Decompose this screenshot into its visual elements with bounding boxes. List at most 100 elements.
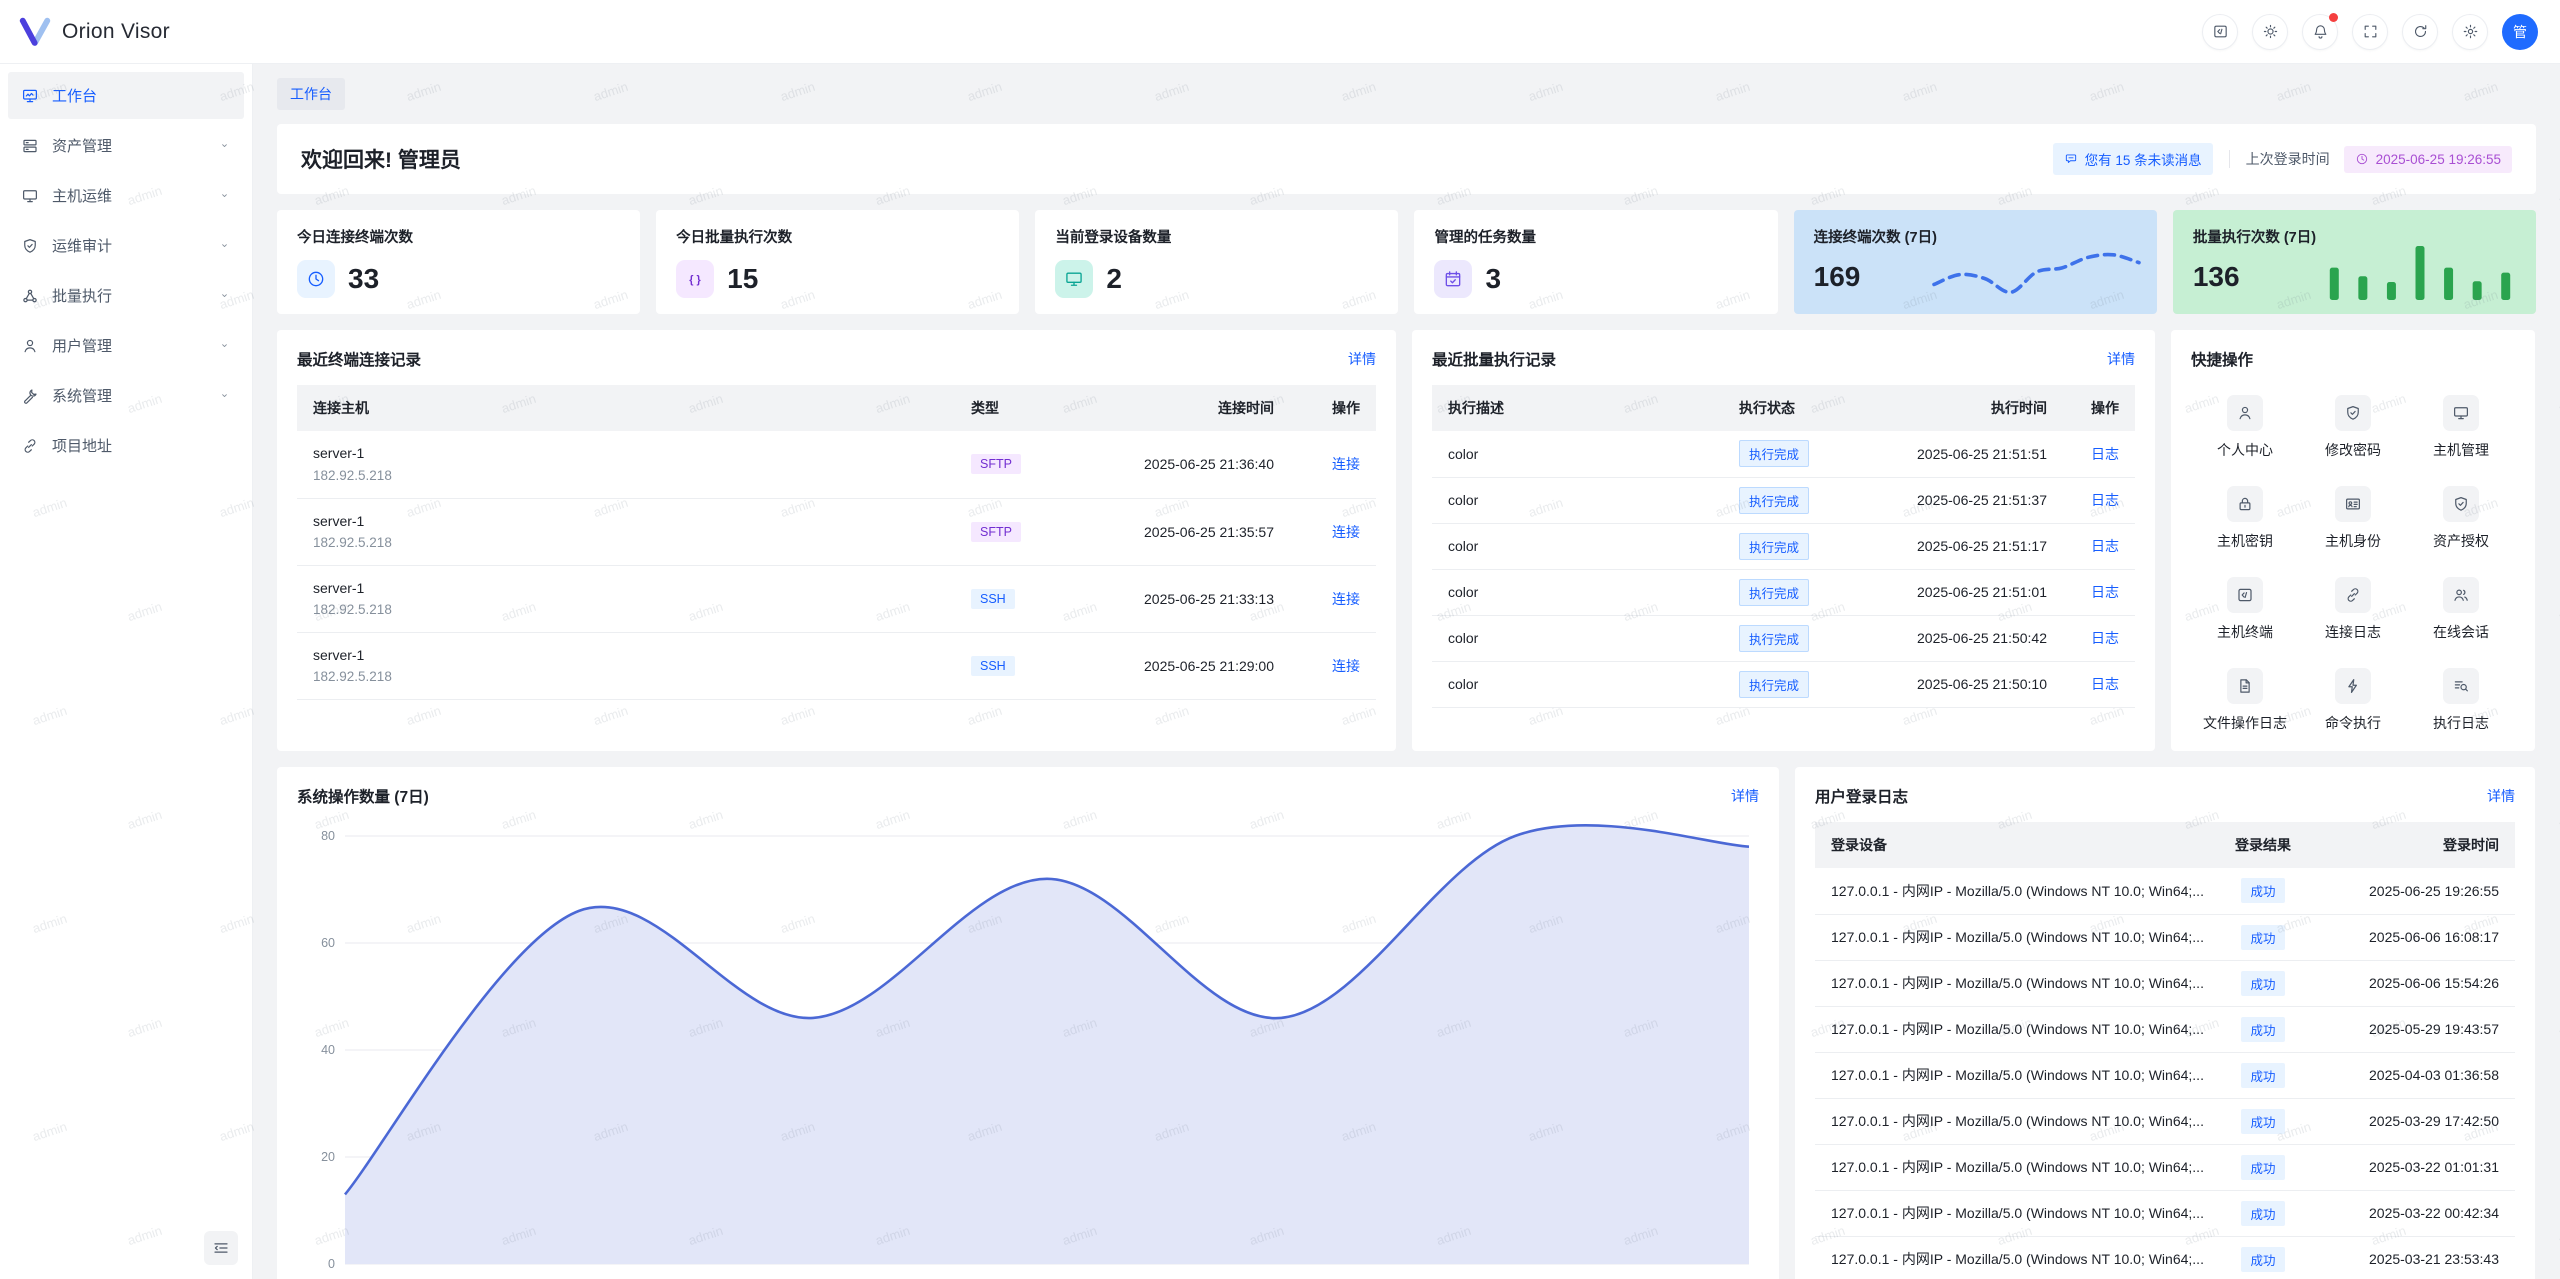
- user-icon: [2227, 395, 2263, 431]
- quick-action-8[interactable]: 连接日志: [2299, 577, 2407, 642]
- chevron-down-icon: [218, 389, 231, 402]
- chevron-down-icon: [218, 339, 231, 352]
- quick-action-7[interactable]: 主机终端: [2191, 577, 2299, 642]
- connect-link[interactable]: 连接: [1332, 524, 1360, 540]
- protocol-tag: SFTP: [971, 454, 1021, 474]
- log-link[interactable]: 日志: [2091, 630, 2119, 646]
- link-icon: [21, 437, 39, 455]
- connect-time: 2025-06-25 21:33:13: [1055, 565, 1290, 632]
- navbar-actions: 管: [2202, 14, 2538, 50]
- file-text-icon: [2227, 668, 2263, 704]
- refresh-button[interactable]: [2402, 14, 2438, 50]
- exec-desc: color: [1432, 569, 1723, 615]
- login-result-tag: 成功: [2241, 971, 2284, 996]
- sidebar-item-3[interactable]: 主机运维: [8, 172, 244, 219]
- exec-time: 2025-06-25 21:51:51: [1858, 431, 2063, 477]
- table-row: 127.0.0.1 - 内网IP - Mozilla/5.0 (Windows …: [1815, 1236, 2515, 1279]
- exec-status-tag: 执行完成: [1739, 487, 1809, 514]
- log-link[interactable]: 日志: [2091, 492, 2119, 508]
- sidebar-item-1[interactable]: 工作台: [8, 72, 244, 119]
- notification-dot: [2329, 13, 2338, 22]
- login-time: 2025-06-06 16:08:17: [2319, 914, 2515, 960]
- settings-button[interactable]: [2452, 14, 2488, 50]
- host-name: server-1: [313, 644, 939, 666]
- braces-icon: { }: [676, 260, 714, 298]
- table-row: color 执行完成 2025-06-25 21:51:51 日志: [1432, 431, 2135, 477]
- quick-action-11[interactable]: 命令执行: [2299, 668, 2407, 733]
- sidebar-item-label: 项目地址: [52, 435, 112, 456]
- quick-action-9[interactable]: 在线会话: [2407, 577, 2515, 642]
- sidebar-collapse-button[interactable]: [204, 1231, 238, 1265]
- exec-desc: color: [1432, 431, 1723, 477]
- sidebar-item-6[interactable]: 用户管理: [8, 322, 244, 369]
- log-link[interactable]: 日志: [2091, 446, 2119, 462]
- svg-text:20: 20: [321, 1150, 335, 1164]
- sidebar-item-8[interactable]: 项目地址: [8, 422, 244, 469]
- sidebar-item-7[interactable]: 系统管理: [8, 372, 244, 419]
- connect-link[interactable]: 连接: [1332, 591, 1360, 607]
- quick-action-1[interactable]: 个人中心: [2191, 395, 2299, 460]
- login-result-tag: 成功: [2241, 1063, 2284, 1088]
- log-link[interactable]: 日志: [2091, 538, 2119, 554]
- avatar[interactable]: 管: [2502, 14, 2538, 50]
- log-link[interactable]: 日志: [2091, 676, 2119, 692]
- stat-label: 当前登录设备数量: [1055, 226, 1378, 247]
- user-login-log-card: 用户登录日志 详情 登录设备登录结果登录时间 127.0.0.1 - 内网IP …: [1795, 767, 2535, 1279]
- exec-status-tag: 执行完成: [1739, 440, 1809, 467]
- chevron-down-icon: [218, 239, 231, 252]
- quick-action-3[interactable]: 主机管理: [2407, 395, 2515, 460]
- protocol-tag: SFTP: [971, 522, 1021, 542]
- shield-check-icon: [2443, 486, 2479, 522]
- breadcrumb[interactable]: 工作台: [277, 78, 345, 110]
- exec-detail-link[interactable]: 详情: [2107, 349, 2135, 369]
- column-header: 登录结果: [2207, 822, 2319, 868]
- code-square-icon: [2227, 577, 2263, 613]
- bolt-icon: [2335, 668, 2371, 704]
- server-icon: [21, 137, 39, 155]
- link-icon: [2335, 577, 2371, 613]
- quick-action-5[interactable]: 主机身份: [2299, 486, 2407, 551]
- quick-actions-title: 快捷操作: [2191, 348, 2253, 370]
- quick-action-12[interactable]: 执行日志: [2407, 668, 2515, 733]
- stat-card-2: 今日批量执行次数{ }15: [656, 210, 1019, 314]
- stat-label: 今日连接终端次数: [297, 226, 620, 247]
- last-login-time: 2025-06-25 19:26:55: [2376, 152, 2501, 167]
- quick-action-10[interactable]: 文件操作日志: [2191, 668, 2299, 733]
- wrench-icon: [21, 387, 39, 405]
- notifications-button[interactable]: [2302, 14, 2338, 50]
- sidebar-item-label: 运维审计: [52, 235, 112, 256]
- sidebar-item-label: 资产管理: [52, 135, 112, 156]
- theme-button[interactable]: [2252, 14, 2288, 50]
- quick-action-6[interactable]: 资产授权: [2407, 486, 2515, 551]
- terminal-detail-link[interactable]: 详情: [1348, 349, 1376, 369]
- sidebar-item-2[interactable]: 资产管理: [8, 122, 244, 169]
- stats-row: 今日连接终端次数33今日批量执行次数{ }15当前登录设备数量2管理的任务数量3…: [277, 210, 2536, 314]
- sidebar-item-4[interactable]: 运维审计: [8, 222, 244, 269]
- brand: Orion Visor: [18, 17, 170, 47]
- sidebar-item-5[interactable]: 批量执行: [8, 272, 244, 319]
- last-login-time-badge: 2025-06-25 19:26:55: [2344, 146, 2512, 173]
- quick-action-4[interactable]: 主机密钥: [2191, 486, 2299, 551]
- chevron-down-icon: [218, 289, 231, 302]
- login-device: 127.0.0.1 - 内网IP - Mozilla/5.0 (Windows …: [1815, 960, 2207, 1006]
- connect-link[interactable]: 连接: [1332, 658, 1360, 674]
- quick-actions-grid: 个人中心修改密码主机管理主机密钥主机身份资产授权主机终端连接日志在线会话文件操作…: [2191, 385, 2515, 733]
- fullscreen-button[interactable]: [2352, 14, 2388, 50]
- exec-time: 2025-06-25 21:50:10: [1858, 661, 2063, 707]
- connect-link[interactable]: 连接: [1332, 456, 1360, 472]
- log-link[interactable]: 日志: [2091, 584, 2119, 600]
- exec-desc: color: [1432, 661, 1723, 707]
- quick-action-2[interactable]: 修改密码: [2299, 395, 2407, 460]
- table-row: server-1182.92.5.218SSH2025-06-25 21:29:…: [297, 632, 1376, 699]
- ops-chart-detail-link[interactable]: 详情: [1731, 786, 1759, 806]
- ops-chart-title: 系统操作数量 (7日): [297, 785, 429, 807]
- sidebar-item-label: 主机运维: [52, 185, 112, 206]
- user-login-log-table: 登录设备登录结果登录时间 127.0.0.1 - 内网IP - Mozilla/…: [1815, 822, 2515, 1279]
- brand-title: Orion Visor: [62, 20, 170, 44]
- unread-messages-badge[interactable]: 您有 15 条未读消息: [2053, 143, 2213, 175]
- login-log-detail-link[interactable]: 详情: [2487, 786, 2515, 806]
- api-docs-button[interactable]: [2202, 14, 2238, 50]
- column-header: 执行状态: [1723, 385, 1858, 431]
- quick-action-label: 在线会话: [2407, 622, 2515, 642]
- exec-time: 2025-06-25 21:51:37: [1858, 477, 2063, 523]
